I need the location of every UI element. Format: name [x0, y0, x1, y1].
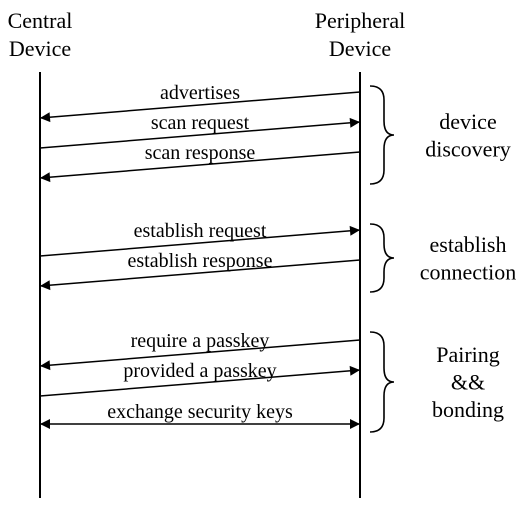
- phase-pairing: Pairing &&bonding: [370, 332, 504, 432]
- message-advertises-label: advertises: [160, 82, 240, 104]
- phase-discovery-label-1: discovery: [425, 136, 511, 161]
- right-header-line2: Device: [329, 36, 391, 61]
- phase-discovery-label-0: device: [439, 109, 496, 134]
- message-require-passkey-label: require a passkey: [131, 330, 270, 352]
- phase-pairing-label-1: &&: [451, 370, 485, 395]
- phase-discovery: devicediscovery: [370, 86, 511, 184]
- left-header-line1: Central: [8, 8, 73, 33]
- phase-establish-label-0: establish: [430, 232, 507, 257]
- phase-establish: establishconnection: [370, 224, 516, 292]
- phase-pairing-label-0: Pairing: [436, 342, 500, 367]
- message-establish-request-label: establish request: [134, 220, 267, 242]
- left-header-line2: Device: [9, 36, 71, 61]
- message-provide-passkey-label: provided a passkey: [123, 360, 276, 382]
- phase-establish-label-1: connection: [420, 259, 517, 284]
- message-provide-passkey: provided a passkey: [40, 360, 360, 396]
- message-exchange-keys: exchange security keys: [40, 401, 360, 429]
- message-scan-request-label: scan request: [151, 112, 250, 134]
- message-scan-response: scan response: [40, 142, 360, 182]
- message-exchange-keys-label: exchange security keys: [107, 401, 293, 423]
- message-establish-response-label: establish response: [128, 250, 273, 272]
- right-lifeline-header: Peripheral Device: [315, 8, 405, 61]
- right-header-line1: Peripheral: [315, 8, 405, 33]
- phase-pairing-label-2: bonding: [432, 397, 504, 422]
- message-scan-response-label: scan response: [145, 142, 256, 164]
- left-lifeline-header: Central Device: [8, 8, 73, 61]
- message-establish-response: establish response: [40, 250, 360, 290]
